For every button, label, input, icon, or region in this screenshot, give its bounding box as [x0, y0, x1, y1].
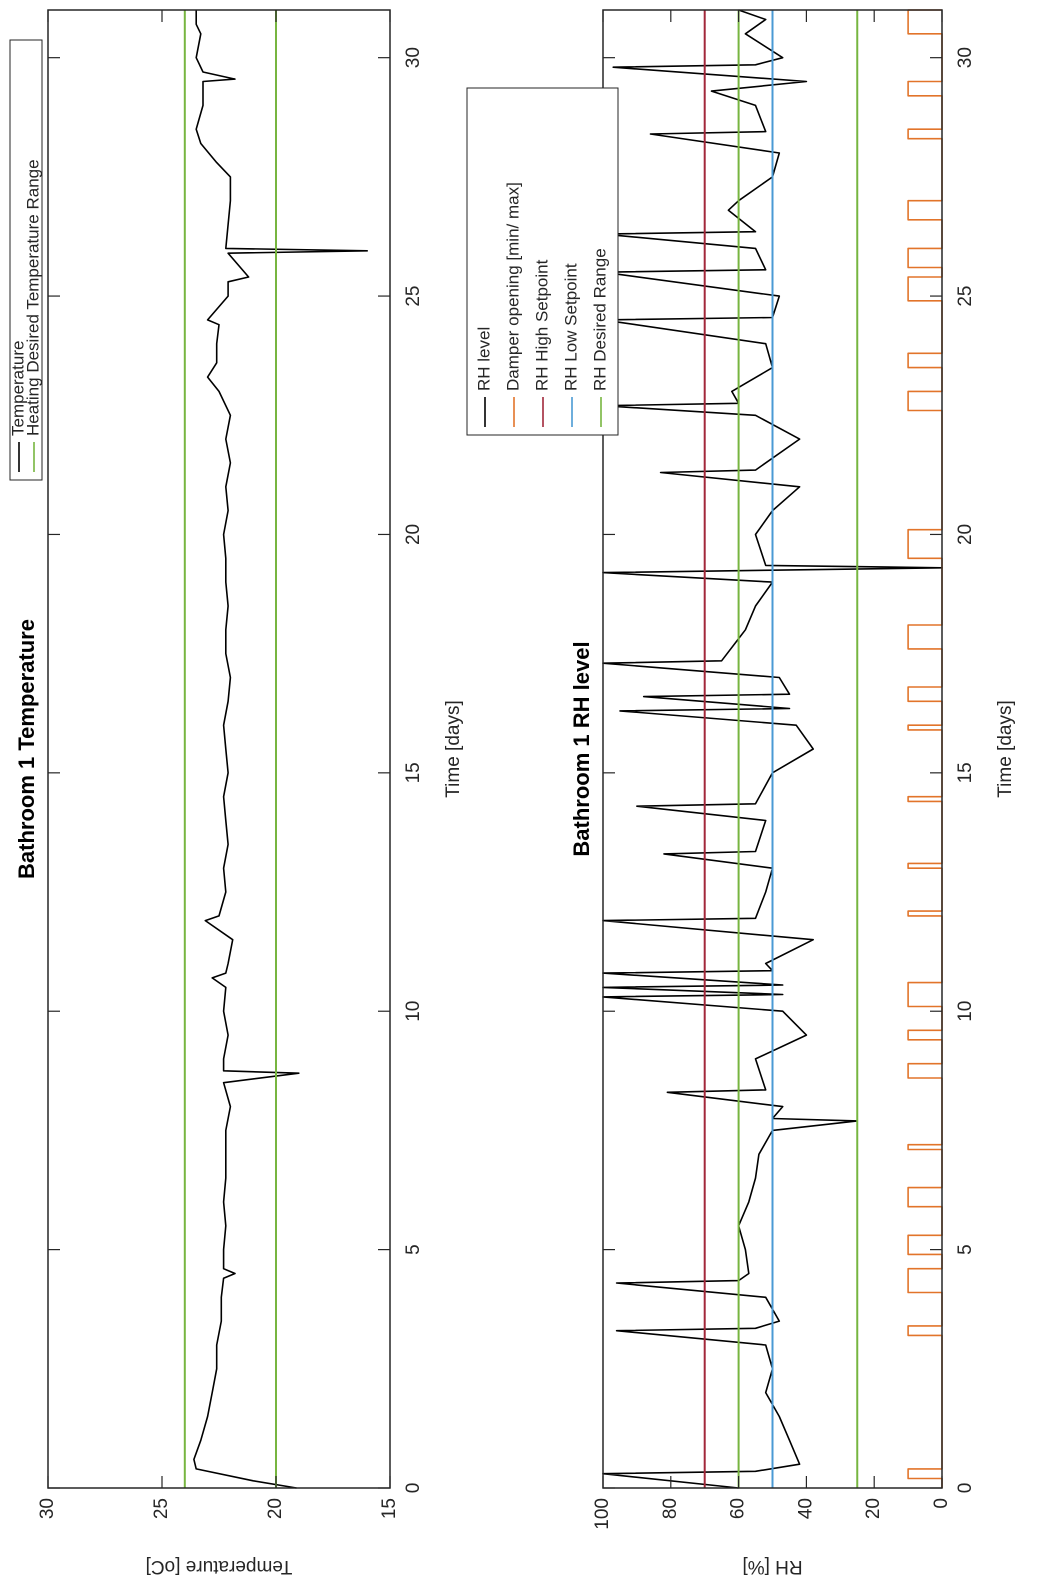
- x-tick-label: 20: [955, 524, 976, 545]
- legend-label: RH level: [474, 327, 493, 391]
- x-tick-label: 15: [955, 762, 976, 783]
- y-axis-label: Temperature [oC]: [146, 1556, 293, 1577]
- y-tick-label: 100: [592, 1498, 613, 1530]
- chart-title: Bathroom 1 Temperature: [14, 619, 39, 879]
- x-tick-label: 10: [403, 1001, 424, 1022]
- chart-title: Bathroom 1 RH level: [569, 641, 594, 856]
- x-tick-label: 0: [955, 1483, 976, 1494]
- x-tick-label: 25: [403, 285, 424, 306]
- series-line: [602, 9, 943, 1489]
- y-tick-label: 25: [151, 1498, 172, 1519]
- x-tick-label: 30: [403, 47, 424, 68]
- x-tick-label: 0: [403, 1483, 424, 1494]
- legend-label: RH Desired Range: [590, 248, 609, 391]
- legend-label: Temperature: [8, 341, 27, 436]
- plot-area: [48, 10, 390, 1488]
- series-line: [193, 10, 368, 1489]
- axes-box: [47, 9, 391, 1489]
- y-tick-label: 20: [863, 1498, 884, 1519]
- axes-box: [602, 9, 943, 1489]
- legend-label: RH High Setpoint: [532, 259, 551, 391]
- legend-box: [9, 39, 43, 481]
- x-axis-label: Time [days]: [995, 700, 1016, 798]
- y-tick-label: 0: [931, 1498, 952, 1509]
- legend-label: Damper opening [min/ max]: [503, 182, 522, 391]
- x-axis-label: Time [days]: [443, 700, 464, 798]
- x-tick-label: 30: [955, 47, 976, 68]
- y-tick-label: 80: [660, 1498, 681, 1519]
- legend-label: RH Low Setpoint: [561, 263, 580, 391]
- x-tick-label: 5: [403, 1244, 424, 1255]
- y-axis-label: RH [%]: [742, 1556, 802, 1577]
- y-tick-label: 40: [795, 1498, 816, 1519]
- rotated-figure: 0 5 10 15 20 25 30 15 20 25 30 Bathroom 1 Temperatu…: [8, 9, 1016, 1577]
- x-tick-label: 25: [955, 285, 976, 306]
- y-tick-label: 20: [265, 1498, 286, 1519]
- y-tick-label: 60: [728, 1498, 749, 1519]
- x-tick-label: 15: [403, 762, 424, 783]
- legend-label: Heating Desired Temperature Range: [23, 159, 42, 436]
- x-tick-label: 5: [955, 1244, 976, 1255]
- y-tick-label: 15: [379, 1498, 400, 1519]
- y-tick-label: 30: [37, 1498, 58, 1519]
- legend-box: [466, 87, 619, 436]
- x-tick-label: 20: [403, 524, 424, 545]
- x-tick-label: 10: [955, 1001, 976, 1022]
